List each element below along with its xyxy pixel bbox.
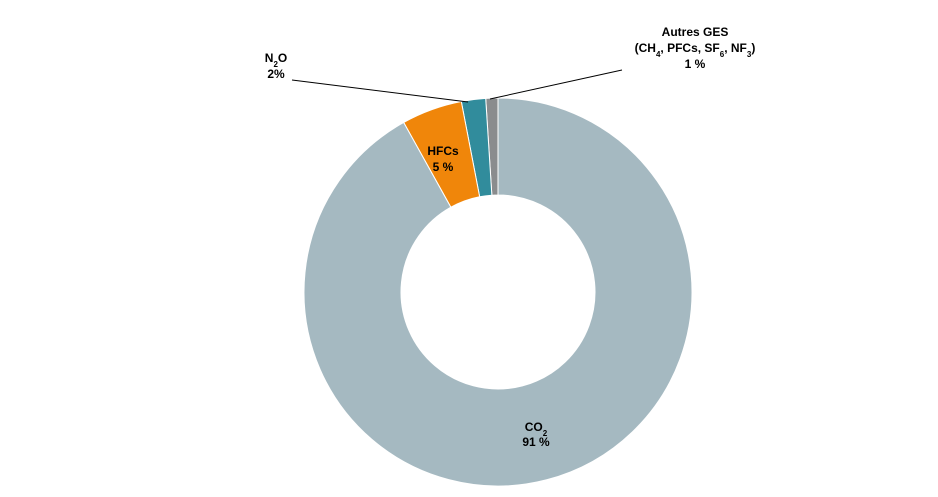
slices bbox=[303, 97, 693, 487]
label-autres-name: Autres GES bbox=[662, 25, 729, 39]
label-hfc-value: 5 % bbox=[433, 160, 454, 174]
label-n2o-value: 2% bbox=[267, 67, 285, 81]
label-autres-gases: (CH4, PFCs, SF6, NF3) bbox=[635, 41, 756, 59]
leader-line-n2o bbox=[291, 79, 469, 103]
slice-co2 bbox=[303, 97, 693, 487]
label-co2-name: CO2 bbox=[525, 420, 548, 438]
label-hfc-name: HFCs bbox=[427, 144, 459, 158]
label-n2o-name: N2O bbox=[265, 51, 287, 69]
label-co2-value: 91 % bbox=[522, 435, 550, 449]
leader-line-autres bbox=[489, 69, 623, 100]
label-autres-value: 1 % bbox=[685, 57, 706, 71]
